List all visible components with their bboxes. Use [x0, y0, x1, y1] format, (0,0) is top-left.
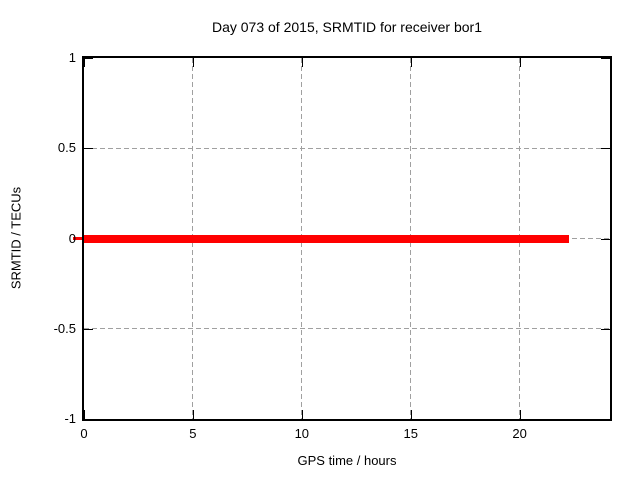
y-tick-mark-right	[601, 58, 610, 59]
y-tick-label: -1	[64, 411, 76, 426]
series-start-overhang	[73, 237, 82, 240]
x-tick-label: 15	[403, 426, 418, 441]
y-tick-mark-left	[84, 148, 93, 150]
y-tick-mark-right	[601, 419, 610, 420]
x-tick-mark-top	[301, 58, 303, 67]
y-tick-label: 0	[68, 230, 76, 246]
x-tick-label: 10	[294, 426, 310, 441]
x-tick-mark-top	[410, 58, 412, 67]
y-tick-mark-right	[601, 148, 610, 150]
y-tick-mark-right	[601, 238, 610, 240]
chart-title: Day 073 of 2015, SRMTID for receiver bor…	[211, 19, 482, 35]
x-tick-label: 5	[189, 426, 197, 441]
y-tick-mark-left	[84, 58, 93, 59]
x-tick-mark-top	[84, 58, 85, 67]
y-tick-mark-left	[84, 328, 93, 330]
x-tick-mark-top	[519, 58, 521, 67]
x-tick-mark-top	[192, 58, 194, 67]
gridline-horizontal	[84, 328, 610, 330]
x-tick-mark-bottom	[84, 410, 85, 419]
x-tick-mark-bottom	[519, 410, 521, 419]
y-tick-label: 0.5	[57, 140, 76, 156]
plot-area	[73, 56, 612, 421]
y-tick-label: -0.5	[53, 320, 76, 336]
y-tick-mark-right	[601, 328, 610, 330]
x-tick-mark-bottom	[410, 410, 412, 419]
y-tick-mark-left	[84, 419, 93, 420]
gridline-horizontal	[84, 147, 610, 149]
y-tick-label: 1	[68, 50, 76, 65]
series-line-srmtid	[84, 234, 569, 243]
x-tick-label: 0	[80, 426, 88, 441]
x-axis-label: GPS time / hours	[297, 453, 397, 468]
x-tick-mark-bottom	[192, 410, 194, 419]
x-tick-mark-bottom	[301, 410, 303, 419]
x-tick-label: 20	[512, 426, 527, 441]
